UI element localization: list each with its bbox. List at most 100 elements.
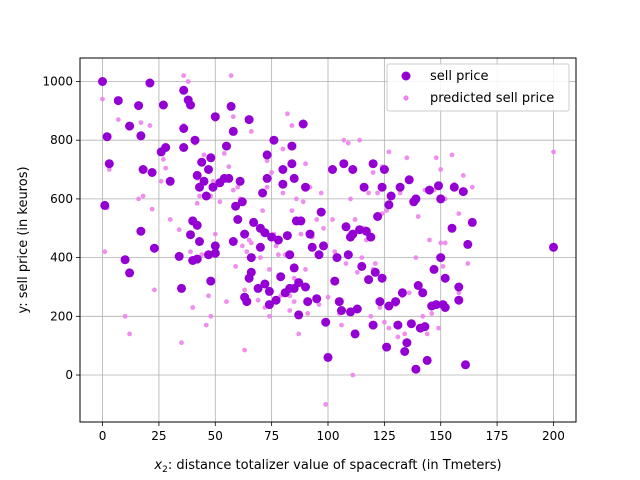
predicted-sell-price-point	[230, 187, 236, 193]
grid-lines	[80, 58, 576, 422]
sell-price-point	[287, 159, 297, 169]
sell-price-point	[208, 182, 218, 192]
sell-price-point	[449, 182, 459, 192]
sell-price-point	[289, 173, 299, 183]
sell-price-point	[269, 135, 279, 145]
sell-price-point	[352, 304, 362, 314]
sell-price-point	[174, 251, 184, 261]
sell-price-point	[287, 141, 297, 151]
sell-price-point	[436, 194, 446, 204]
sell-price-point	[429, 264, 439, 274]
predicted-sell-price-point	[341, 137, 347, 143]
predicted-sell-price-point	[348, 196, 353, 202]
predicted-sell-price-point	[352, 217, 358, 222]
x-tick-label: 175	[486, 429, 509, 443]
predicted-sell-price-point	[551, 149, 556, 155]
predicted-sell-price-point	[206, 293, 211, 299]
sell-price-point	[370, 267, 380, 277]
predicted-sell-price-point	[357, 137, 362, 143]
sell-price-point	[267, 232, 277, 242]
predicted-sell-price-point	[296, 331, 302, 337]
predicted-sell-price-point	[415, 214, 421, 219]
predicted-sell-price-point	[305, 311, 311, 316]
sell-price-point	[348, 165, 358, 174]
predicted-sell-price-point	[212, 231, 218, 237]
predicted-sell-price-point	[244, 249, 250, 255]
sell-price-point	[186, 230, 195, 240]
sell-price-point	[206, 276, 216, 286]
sell-price-point	[337, 306, 346, 315]
sell-price-point	[303, 297, 313, 307]
sell-price-point	[343, 250, 353, 260]
predicted-sell-price-point	[158, 178, 164, 184]
predicted-sell-price-point	[273, 243, 279, 249]
predicted-sell-price-point	[289, 123, 295, 128]
sell-price-point	[406, 319, 416, 329]
sell-price-point	[138, 165, 148, 174]
y-axis-ticks: 0 200 400 600 800 1000	[42, 74, 80, 382]
sell-price-point	[400, 347, 410, 356]
sell-price-point	[393, 320, 403, 330]
predicted-sell-price-point	[264, 158, 270, 164]
predicted-sell-price-point	[442, 240, 448, 246]
sell-price-point	[149, 243, 159, 253]
predicted-sell-price-point	[372, 261, 378, 266]
sell-price-point	[199, 176, 209, 186]
sell-price-point	[549, 242, 558, 252]
predicted-sell-price-point	[136, 196, 142, 202]
y-axis-label: y: sell price (in keuros)	[16, 166, 31, 313]
sell-price-point	[348, 229, 358, 239]
predicted-sell-price-point	[179, 340, 184, 346]
sell-price-point	[418, 288, 428, 298]
sell-price-point	[145, 78, 155, 88]
predicted-sell-price-point	[406, 290, 412, 296]
sell-price-point	[285, 250, 295, 260]
sell-price-point	[357, 261, 367, 271]
predicted-sell-price-point	[366, 190, 371, 196]
predicted-sell-price-point	[280, 190, 286, 196]
predicted-sell-price-point	[386, 149, 392, 155]
sell-price-point	[244, 115, 254, 125]
sell-price-point	[206, 153, 216, 163]
sell-price-point	[237, 197, 247, 207]
predicted-sell-price-point	[149, 206, 155, 212]
sell-price-point	[235, 176, 245, 186]
predicted-sell-price-point	[226, 164, 232, 170]
predicted-sell-price-point	[147, 123, 153, 128]
sell-price-point	[246, 253, 256, 263]
sell-price-point	[298, 119, 308, 129]
predicted-sell-price-point	[106, 167, 112, 172]
predicted-sell-price-point	[469, 184, 475, 190]
predicted-sell-price-point	[359, 255, 365, 260]
sell-price-point	[368, 159, 378, 169]
sell-price-point	[136, 131, 146, 141]
sell-price-point	[319, 241, 328, 251]
sell-price-point	[186, 100, 195, 110]
predicted-sell-price-point	[203, 322, 209, 328]
sell-price-point	[204, 165, 213, 174]
predicted-sell-price-point	[424, 331, 430, 337]
x-axis-label-text: : distance totalizer value of spacecraft…	[168, 458, 502, 473]
sell-price-point	[179, 143, 189, 152]
predicted-sell-price-point	[152, 287, 157, 293]
predicted-sell-price-point	[267, 313, 272, 319]
predicted-sell-price-point	[318, 190, 324, 196]
x-axis-label-prefix: x	[153, 458, 162, 473]
sell-price-point	[458, 187, 468, 197]
sell-price-point	[425, 185, 434, 195]
predicted-sell-price-point	[460, 173, 466, 178]
predicted-sell-price-point	[321, 225, 326, 231]
x-axis-label: x2: distance totalizer value of spacecra…	[153, 458, 501, 475]
sell-price-point	[454, 282, 464, 292]
sell-price-point	[305, 229, 315, 239]
sell-price-point	[294, 310, 304, 320]
legend-marker-predicted-sell-price	[403, 95, 409, 101]
x-tick-label: 0	[99, 429, 107, 443]
sell-price-point	[368, 320, 378, 330]
sell-price-point	[447, 223, 457, 233]
sell-price-point	[204, 250, 213, 260]
sell-price-point	[260, 279, 270, 289]
predicted-sell-price-point	[269, 170, 274, 175]
sell-price-point	[440, 303, 450, 312]
predicted-sell-price-point	[210, 178, 216, 184]
